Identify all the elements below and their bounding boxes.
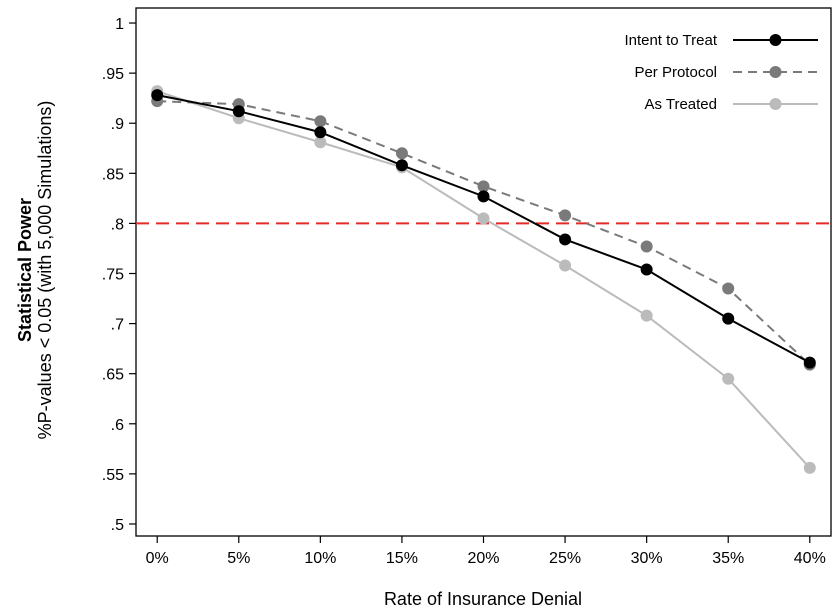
x-tick-label: 15% [386, 550, 418, 567]
data-point [722, 372, 735, 385]
data-point [559, 209, 572, 222]
x-tick-label: 5% [227, 550, 250, 567]
y-tick-label: .5 [111, 517, 124, 534]
data-point [803, 461, 816, 474]
legend-marker [769, 98, 782, 110]
legend-marker [769, 34, 782, 46]
series-layer [151, 85, 816, 474]
legend-label: Intent to Treat [624, 32, 717, 49]
data-point [314, 136, 327, 149]
data-point [232, 105, 245, 118]
y-tick-label: .9 [111, 116, 124, 133]
y-tick-label: .7 [111, 317, 124, 334]
y-tick-label: .65 [102, 367, 124, 384]
y-tick-label: .85 [102, 166, 124, 183]
plot-frame [135, 7, 832, 537]
data-point [640, 309, 653, 322]
legend-item: As Treated [644, 96, 818, 113]
y-tick-label: .8 [111, 216, 124, 233]
data-point [640, 240, 653, 253]
x-tick-label: 40% [794, 550, 826, 567]
legend-item: Intent to Treat [624, 32, 818, 49]
legend-label: As Treated [644, 96, 717, 113]
data-point [559, 259, 572, 272]
legend-marker [769, 66, 782, 78]
data-point [722, 282, 735, 295]
data-point [559, 233, 572, 246]
data-point [640, 263, 653, 276]
legend: Intent to Treat Per Protocol As Treated [624, 32, 818, 113]
data-point [803, 356, 816, 369]
y-axis: .5 .55 .6 .65 .7 .75 .8 .85 .9 .95 1 [102, 16, 136, 534]
x-tick-label: 10% [304, 550, 336, 567]
x-axis: 0% 5% 10% 15% 20% 25% 30% 35% 40% [146, 536, 826, 567]
data-point [477, 212, 490, 225]
x-tick-label: 25% [549, 550, 581, 567]
data-point [151, 89, 164, 102]
series-intent-to-treat [151, 89, 816, 369]
data-point [395, 159, 408, 172]
y-tick-label: .55 [102, 467, 124, 484]
y-tick-label: .6 [111, 417, 124, 434]
legend-label: Per Protocol [634, 64, 717, 81]
data-point [314, 126, 327, 139]
series-line [157, 100, 811, 366]
y-tick-label: .75 [102, 267, 124, 284]
data-point [477, 180, 490, 193]
data-point [395, 147, 408, 160]
data-point [477, 190, 490, 203]
y-axis-title-bold: Statistical Power [15, 198, 35, 342]
data-point [314, 115, 327, 128]
y-axis-title: %P-values < 0.05 (with 5,000 Simulations… [35, 101, 55, 440]
y-tick-label: .95 [102, 66, 124, 83]
x-tick-label: 30% [631, 550, 663, 567]
x-tick-label: 20% [467, 550, 499, 567]
y-tick-label: 1 [115, 16, 124, 33]
legend-item: Per Protocol [634, 64, 818, 81]
x-axis-title: Rate of Insurance Denial [384, 589, 582, 609]
x-tick-label: 0% [146, 550, 169, 567]
x-tick-label: 35% [712, 550, 744, 567]
data-point [722, 312, 735, 325]
